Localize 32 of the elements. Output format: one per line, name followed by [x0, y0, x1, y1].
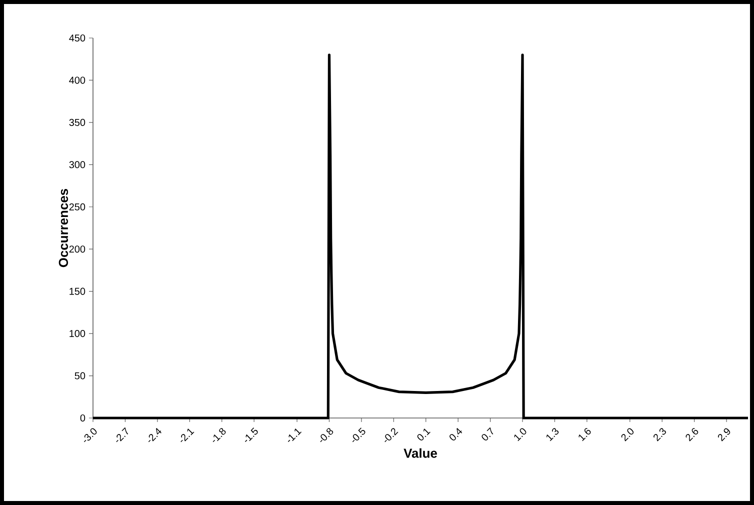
y-tick-label: 250: [69, 203, 86, 210]
x-tick-label: 1.0: [514, 428, 526, 442]
y-tick-label: 200: [69, 246, 86, 253]
x-tick-label: -0.5: [352, 428, 366, 442]
y-tick-label: 300: [69, 161, 86, 168]
x-tick-label: 0.4: [450, 428, 462, 440]
y-tick-label: 0: [80, 414, 86, 422]
x-tick-label: -2.7: [116, 427, 128, 442]
y-tick-label: 350: [69, 118, 86, 126]
x-tick-label: -2.1: [180, 428, 194, 442]
x-tick-label: 2.6: [686, 428, 698, 442]
x-tick-label: 2.0: [621, 428, 634, 442]
x-tick-label: 0.1: [417, 428, 430, 440]
x-tick-label: -1.8: [212, 428, 226, 442]
x-tick-label: 1.6: [578, 428, 591, 442]
x-tick-label: -1.5: [244, 428, 258, 442]
x-tick-label: -3.0: [84, 428, 97, 442]
x-tick-label: -0.8: [320, 428, 334, 442]
x-tick-label: -1.1: [288, 428, 302, 442]
y-tick-label: 150: [70, 288, 86, 295]
y-tick-label: 50: [74, 372, 86, 380]
y-tick-label: 100: [70, 330, 86, 338]
x-tick-label: -0.2: [384, 428, 398, 442]
x-tick-label: 2.3: [654, 428, 666, 442]
x-tick-label: -2.4: [148, 428, 162, 442]
y-tick-label: 450: [69, 34, 86, 42]
y-tick-label: 400: [69, 76, 86, 84]
x-tick-label: 1.3: [546, 428, 559, 442]
x-tick-label: 0.7: [482, 427, 494, 440]
x-tick-label: 2.9: [718, 428, 730, 442]
x-axis-title: Value: [404, 448, 437, 458]
y-axis-title: Occurrences: [58, 188, 68, 268]
